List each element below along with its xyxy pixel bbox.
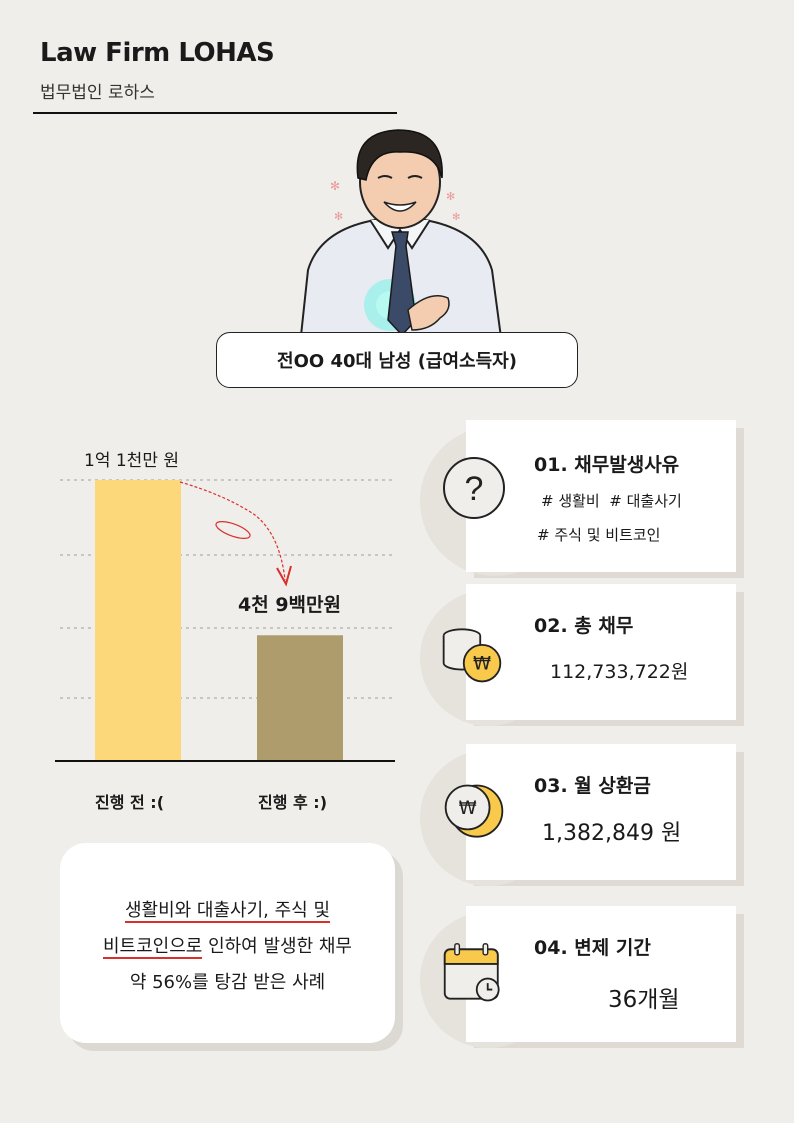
card-debt-reason [466, 420, 736, 572]
summary-line2-rest: 인하여 발생한 채무 [202, 936, 352, 957]
svg-text:✻: ✻ [330, 179, 340, 193]
card1-tags-line1: # 생활비 # 대출사기 [541, 492, 682, 510]
subject-label: 전OO 40대 남성 (급여소득자) [216, 332, 578, 388]
summary-line3: 약 56%를 탕감 받은 사례 [129, 972, 326, 993]
debt-comparison-chart [55, 479, 395, 762]
firm-name: Law Firm LOHAS [40, 38, 275, 68]
card2-value: 112,733,722원 [550, 661, 689, 683]
card2-title: 02. 총 채무 [534, 615, 634, 637]
coins-won-icon: ₩ [442, 628, 502, 683]
bar-label-after-value: 4천 9백만원 [238, 594, 341, 616]
reduction-arrow [179, 481, 292, 587]
svg-text:✻: ✻ [446, 190, 455, 203]
card1-title: 01. 채무발생사유 [534, 454, 680, 476]
bar-label-before-value: 1억 1천만 원 [84, 451, 179, 471]
svg-text:₩: ₩ [459, 798, 477, 819]
card4-title: 04. 변제 기간 [534, 937, 651, 959]
card1-tags-line2: # 주식 및 비트코인 [537, 526, 661, 544]
summary-line1: 생활비와 대출사기, 주식 및 [124, 900, 331, 923]
header-divider [33, 112, 397, 114]
calendar-clock-icon [443, 943, 500, 1002]
category-label-before: 진행 전 :( [95, 793, 165, 812]
card-repayment-period [466, 906, 736, 1042]
firm-name-korean: 법무법인 로하스 [40, 83, 155, 103]
svg-text:₩: ₩ [473, 654, 491, 675]
summary-text: 생활비와 대출사기, 주식 및 비트코인으로 인하여 발생한 채무 약 56%를… [60, 893, 395, 1001]
summary-card [60, 843, 395, 1043]
svg-text:✻: ✻ [334, 210, 343, 223]
bar-after [257, 635, 343, 760]
summary-line2-underlined: 비트코인으로 [102, 936, 203, 959]
card4-value: 36개월 [608, 987, 680, 1013]
moon-coin-won-icon: ₩ [444, 784, 504, 838]
person-illustration: ✻ ✻ ✻ ✻ [298, 129, 504, 345]
svg-text:?: ? [465, 470, 484, 508]
bar-before [95, 480, 181, 760]
card3-title: 03. 월 상환금 [534, 775, 651, 797]
svg-text:✻: ✻ [452, 212, 460, 223]
question-icon: ? [443, 457, 505, 519]
card3-value: 1,382,849 원 [542, 821, 682, 846]
category-label-after: 진행 후 :) [258, 793, 328, 812]
card-monthly-payment [466, 744, 736, 880]
card-total-debt [466, 584, 736, 720]
